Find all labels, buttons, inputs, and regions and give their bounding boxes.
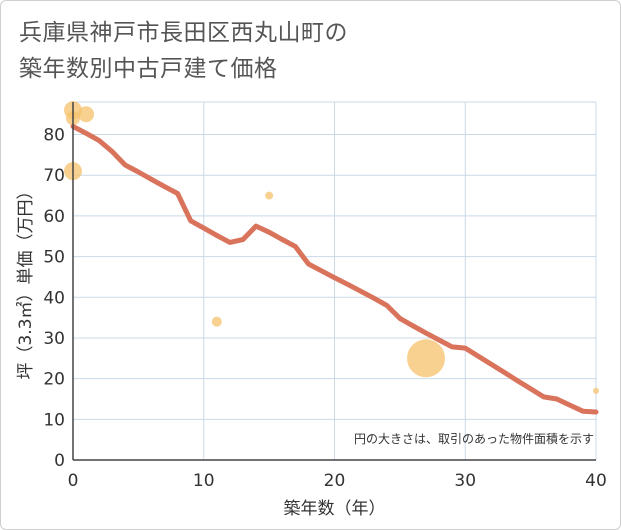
x-tick-label-10: 10	[193, 471, 215, 491]
bubble-point-7	[593, 387, 599, 394]
y-tick-label-50: 50	[43, 248, 65, 268]
x-tick-labels: 0 10 20 30 40	[68, 471, 607, 491]
x-tick-label-30: 30	[454, 471, 476, 491]
chart-title-line2: 築年数別中古戸建て価格	[19, 56, 278, 82]
axes	[72, 102, 596, 461]
y-tick-label-80: 80	[43, 126, 65, 146]
y-axis-label: 坪（3.3㎡）単価（万円）	[16, 182, 36, 379]
y-tick-label-10: 10	[43, 410, 65, 430]
chart-title: 兵庫県神戸市長田区西丸山町の 築年数別中古戸建て価格	[19, 15, 348, 87]
y-tick-label-20: 20	[43, 370, 65, 390]
trend-line	[70, 123, 599, 415]
bubble-point-4	[211, 316, 222, 327]
y-tick-labels: 0 10 20 30 40 50 60 70 80	[43, 126, 65, 471]
bubble-point-2	[78, 106, 95, 123]
grid-lines	[73, 101, 597, 460]
size-legend-note: 円の大きさは、取引のあった物件面積を示す	[354, 431, 594, 446]
x-tick-label-40: 40	[585, 471, 607, 491]
y-tick-label-70: 70	[43, 166, 65, 186]
bubble-point-6	[407, 339, 446, 378]
bubble-point-5	[265, 191, 274, 200]
bubbles	[64, 101, 599, 394]
x-axis-label: 築年数（年）	[284, 499, 386, 519]
y-tick-label-30: 30	[43, 329, 65, 349]
y-tick-label-0: 0	[54, 451, 65, 471]
y-tick-label-40: 40	[43, 288, 65, 308]
x-tick-label-0: 0	[68, 471, 79, 491]
x-tick-label-20: 20	[324, 471, 346, 491]
chart-title-line1: 兵庫県神戸市長田区西丸山町の	[19, 20, 348, 46]
y-tick-label-60: 60	[43, 207, 65, 227]
